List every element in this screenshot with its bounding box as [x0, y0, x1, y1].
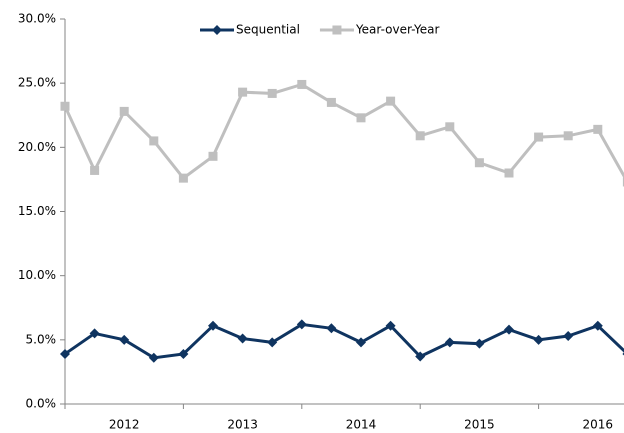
legend-label: Year-over-Year — [355, 23, 440, 37]
x-tick-label: 2012 — [109, 418, 140, 432]
series-line — [64, 322, 624, 360]
point — [592, 320, 603, 331]
legend-label: Sequential — [236, 23, 300, 37]
point — [238, 87, 248, 97]
point — [415, 131, 425, 141]
point — [60, 348, 70, 359]
point — [267, 88, 277, 98]
point — [445, 122, 455, 132]
point — [326, 323, 337, 334]
point — [415, 351, 426, 362]
point — [60, 101, 70, 111]
point — [237, 333, 248, 344]
point — [385, 320, 396, 331]
point — [444, 337, 455, 348]
point — [208, 151, 218, 161]
y-tick-label: 25.0% — [18, 76, 56, 90]
point — [208, 320, 218, 331]
point — [178, 173, 188, 183]
point — [356, 113, 366, 123]
point — [563, 330, 574, 341]
y-tick-label: 15.0% — [18, 204, 56, 218]
y-tick-label: 5.0% — [26, 332, 57, 346]
point — [622, 177, 624, 187]
point — [474, 158, 484, 168]
point — [563, 131, 573, 141]
point — [149, 136, 159, 146]
point — [297, 79, 307, 89]
x-tick-label: 2015 — [464, 418, 495, 432]
series-line — [63, 82, 624, 181]
point — [534, 132, 544, 142]
x-tick-label: 2013 — [227, 418, 258, 432]
point — [119, 334, 130, 345]
point — [593, 124, 603, 134]
plot-area — [60, 25, 624, 363]
point — [504, 324, 514, 335]
y-tick-label: 10.0% — [18, 268, 56, 282]
y-tick-label: 0.0% — [26, 397, 57, 411]
x-tick-label: 2016 — [583, 418, 614, 432]
point — [267, 337, 278, 348]
x-tick-label: 2014 — [346, 418, 377, 432]
point — [504, 168, 514, 178]
point — [474, 338, 485, 349]
point — [326, 97, 336, 107]
y-tick-label: 30.0% — [18, 12, 56, 26]
point — [119, 106, 129, 116]
point — [89, 328, 100, 339]
point — [90, 165, 100, 175]
y-tick-label: 20.0% — [18, 140, 56, 154]
point — [148, 352, 159, 363]
point — [533, 334, 544, 345]
point — [296, 319, 307, 330]
point — [356, 337, 366, 348]
point — [386, 96, 396, 106]
point — [178, 348, 189, 359]
